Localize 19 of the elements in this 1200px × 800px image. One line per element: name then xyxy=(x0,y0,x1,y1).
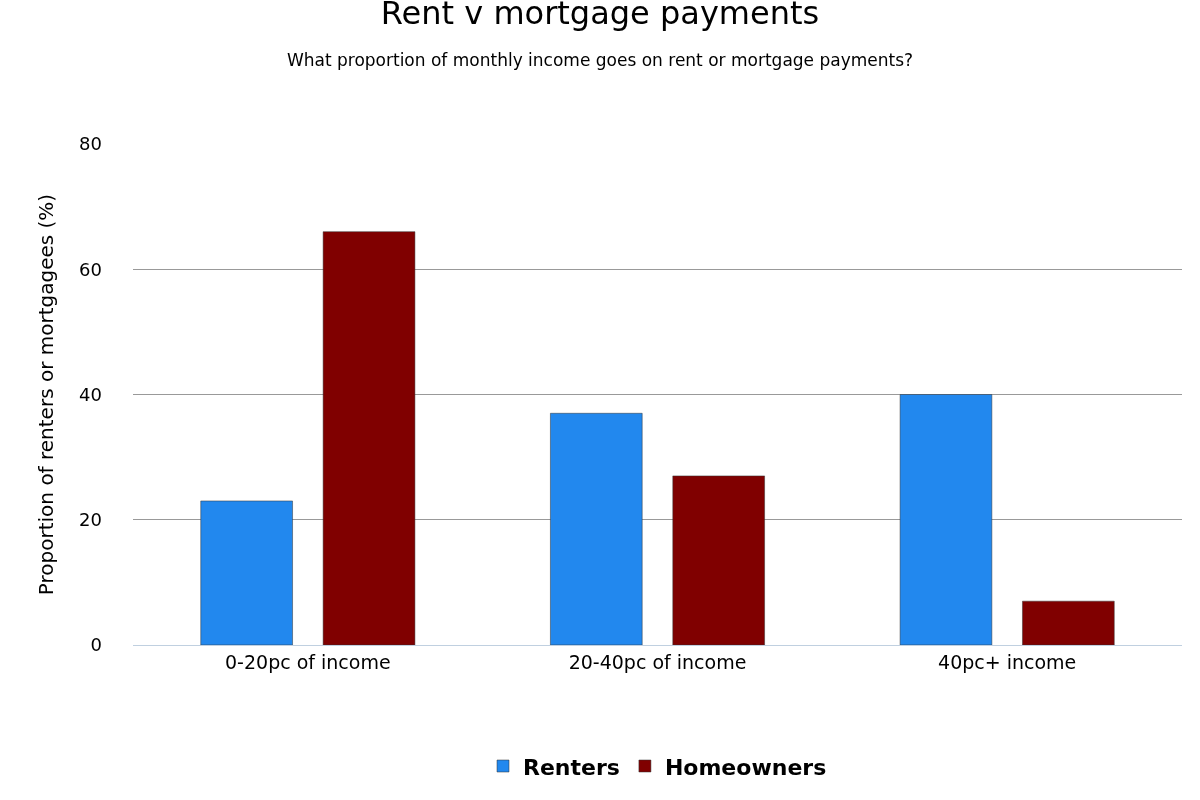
bar xyxy=(200,500,293,645)
y-tick-label: 40 xyxy=(79,383,102,405)
chart-subtitle: What proportion of monthly income goes on rent or mortgage payments? xyxy=(286,49,914,70)
bar xyxy=(1022,600,1115,645)
y-tick-label: 20 xyxy=(79,509,102,531)
y-tick-label: 0 xyxy=(90,634,102,656)
chart-title: Rent v mortgage payments xyxy=(380,0,820,32)
legend-label: Renters xyxy=(523,754,620,780)
bar xyxy=(899,394,993,645)
x-tick-label: 20-40pc of income xyxy=(568,650,747,673)
legend-label: Homeowners xyxy=(664,754,827,780)
y-axis-title: Proportion of renters or mortgagees (%) xyxy=(33,193,58,596)
bar xyxy=(550,413,643,645)
x-tick-label: 40pc+ income xyxy=(938,650,1077,673)
bar xyxy=(322,231,416,645)
x-tick-label: 0-20pc of income xyxy=(225,650,391,673)
y-tick-label: 60 xyxy=(79,258,102,280)
bar xyxy=(672,475,765,645)
y-tick-label: 80 xyxy=(79,133,102,155)
